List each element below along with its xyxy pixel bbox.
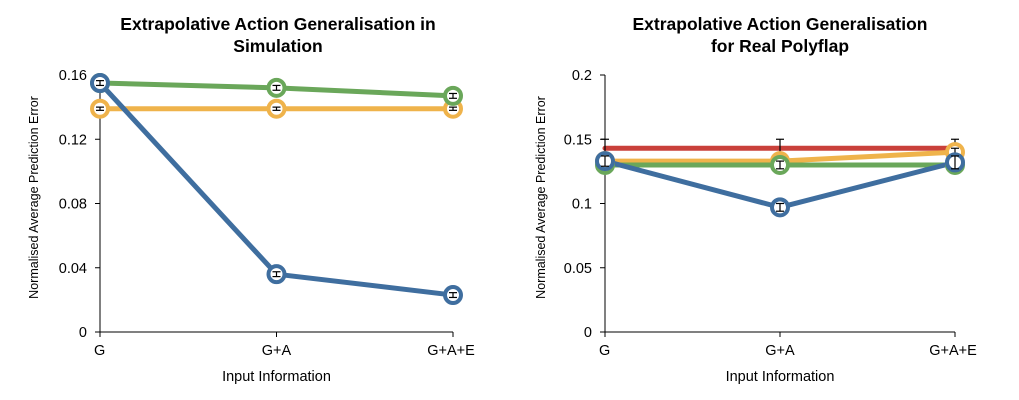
chart-1: Extrapolative Action Generalisation inSi… xyxy=(27,14,475,385)
y-axis-label: Normalised Average Prediction Error xyxy=(27,96,41,299)
chart-title: Extrapolative Action Generalisation xyxy=(633,14,928,34)
y-tick-label: 0 xyxy=(79,325,87,341)
y-tick-label: 0.15 xyxy=(564,132,592,148)
y-tick-label: 0.2 xyxy=(572,68,592,84)
x-tick-label: G+A xyxy=(765,343,795,359)
y-axis-label: Normalised Average Prediction Error xyxy=(534,96,548,299)
y-tick-label: 0.1 xyxy=(572,197,592,213)
y-tick-label: 0.08 xyxy=(59,197,87,213)
x-axis-label: Input Information xyxy=(222,369,331,385)
chart-title: Simulation xyxy=(233,36,322,56)
x-tick-label: G+A+E xyxy=(427,343,475,359)
y-tick-label: 0.04 xyxy=(59,261,87,277)
y-tick-label: 0.12 xyxy=(59,132,87,148)
y-tick-label: 0.16 xyxy=(59,68,87,84)
chart-title: for Real Polyflap xyxy=(711,36,849,56)
chart-title: Extrapolative Action Generalisation in xyxy=(120,14,435,34)
y-tick-label: 0 xyxy=(584,325,592,341)
y-tick-label: 0.05 xyxy=(564,261,592,277)
x-tick-label: G+A xyxy=(262,343,292,359)
x-tick-label: G+A+E xyxy=(929,343,977,359)
x-tick-label: G xyxy=(94,343,105,359)
x-axis-label: Input Information xyxy=(726,369,835,385)
x-tick-label: G xyxy=(599,343,610,359)
